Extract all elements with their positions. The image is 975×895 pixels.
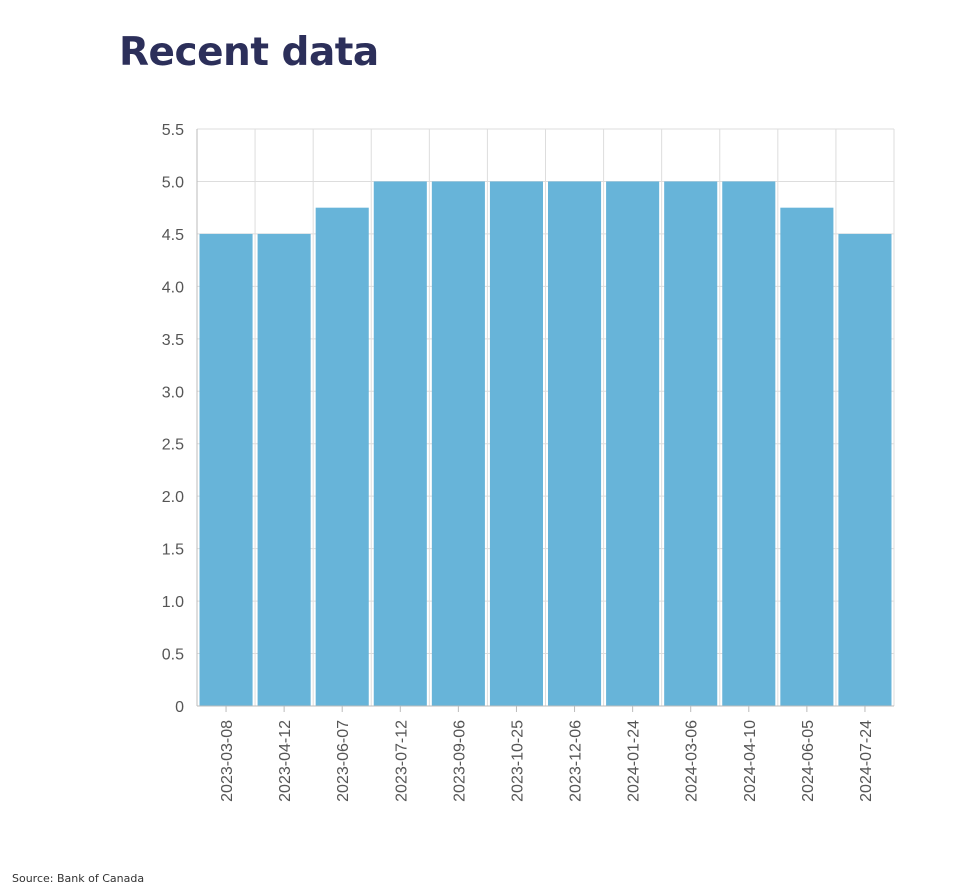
bar [431, 181, 485, 707]
source-note: Source: Bank of Canada [12, 872, 145, 885]
bar [548, 181, 602, 707]
x-tick-label: 2024-04-10 [742, 720, 759, 802]
y-tick-label: 5.0 [162, 174, 184, 191]
x-tick-label: 2023-12-06 [568, 720, 585, 802]
x-tick-label: 2023-10-25 [509, 720, 526, 802]
y-tick-label: 4.0 [162, 279, 184, 296]
grid-lines [196, 128, 895, 706]
bar [489, 181, 543, 707]
x-tick-label: 2023-04-12 [277, 720, 294, 802]
x-tick-label: 2023-03-08 [219, 720, 236, 802]
x-tick-label: 2024-01-24 [626, 720, 643, 802]
y-tick-label: 3.0 [162, 384, 184, 401]
x-tick-label: 2023-09-06 [451, 720, 468, 802]
x-tick-label: 2024-06-05 [800, 720, 817, 802]
y-tick-label: 2.5 [162, 437, 184, 454]
bar [257, 233, 311, 706]
y-tick-label: 3.5 [162, 332, 184, 349]
x-tick-label: 2024-03-06 [684, 720, 701, 802]
bar [373, 181, 427, 707]
y-tick-labels: 0 0.5 1.0 1.5 2.0 2.5 3.0 3.5 4.0 4.5 5.0 5.5 [162, 122, 184, 716]
y-tick-label: 5.5 [162, 122, 184, 139]
bar [780, 207, 834, 706]
bar [838, 233, 892, 706]
bar [606, 181, 660, 707]
y-tick-label: 0 [175, 699, 184, 716]
axes [196, 129, 894, 712]
bar [315, 207, 369, 706]
bar [664, 181, 718, 707]
y-tick-label: 1.5 [162, 542, 184, 559]
bar-chart: 0 0.5 1.0 1.5 2.0 2.5 3.0 3.5 4.0 4.5 5.0 5.5 2023-… [162, 122, 895, 802]
y-tick-label: 1.0 [162, 594, 184, 611]
y-tick-label: 2.0 [162, 489, 184, 506]
x-tick-label: 2023-06-07 [335, 720, 352, 802]
y-tick-label: 0.5 [162, 647, 184, 664]
bar [199, 233, 253, 706]
y-tick-label: 4.5 [162, 227, 184, 244]
x-tick-label: 2024-07-24 [858, 720, 875, 802]
bar [722, 181, 776, 707]
x-tick-labels: 2023-03-08 2023-04-12 2023-06-07 2023-07-12… [219, 720, 875, 802]
page-title: Recent data [119, 30, 379, 75]
x-tick-label: 2023-07-12 [393, 720, 410, 802]
bars [199, 181, 892, 707]
